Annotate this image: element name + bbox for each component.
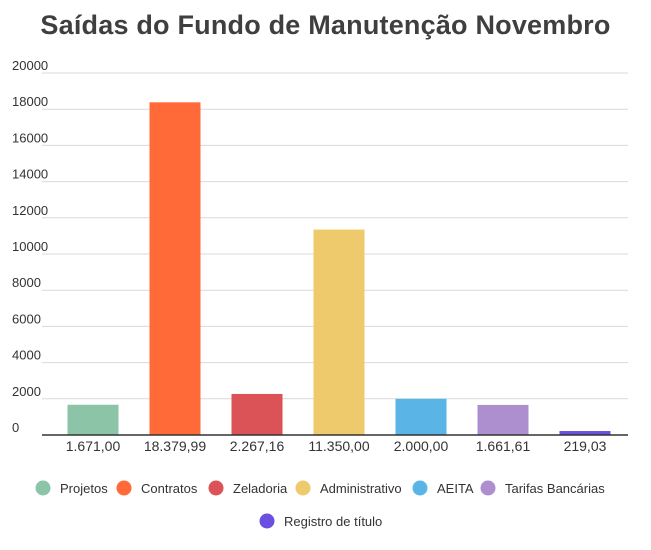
bar-administrativo — [313, 229, 365, 435]
bar-zeladoria — [231, 393, 283, 435]
bar-value-label: 11.350,00 — [308, 438, 369, 454]
bar-aeita — [395, 398, 447, 435]
bar-projetos — [67, 404, 119, 435]
legend-label: Administrativo — [320, 481, 402, 496]
y-tick-label: 2000 — [12, 384, 41, 399]
y-tick-label: 14000 — [12, 167, 48, 182]
legend-marker — [116, 480, 132, 496]
legend-marker — [35, 480, 51, 496]
y-tick-label: 10000 — [12, 239, 48, 254]
bar-contratos — [149, 102, 201, 436]
y-tick-label: 4000 — [12, 348, 41, 363]
y-tick-label: 8000 — [12, 275, 41, 290]
legend-label: Tarifas Bancárias — [505, 481, 605, 496]
bar-value-label: 18.379,99 — [144, 438, 206, 454]
legend-marker — [208, 480, 224, 496]
bar-value-label: 1.671,00 — [66, 438, 121, 454]
legend-label: Contratos — [141, 481, 198, 496]
legend-label: Projetos — [60, 481, 108, 496]
legend-label: Zeladoria — [233, 481, 288, 496]
y-tick-label: 18000 — [12, 94, 48, 109]
legend-label: Registro de título — [284, 514, 382, 529]
bar-value-label: 2.000,00 — [394, 438, 449, 454]
y-tick-label: 0 — [12, 420, 19, 435]
bar-registro-de-t-tulo — [559, 431, 611, 435]
legend-marker — [295, 480, 311, 496]
y-tick-label: 12000 — [12, 203, 48, 218]
legend-marker — [259, 513, 275, 529]
y-tick-label: 20000 — [12, 58, 48, 73]
y-tick-label: 16000 — [12, 130, 48, 145]
y-tick-label: 6000 — [12, 311, 41, 326]
legend-label: AEITA — [437, 481, 474, 496]
bar-value-label: 1.661,61 — [476, 438, 531, 454]
bar-tarifas-banc-rias — [477, 404, 529, 435]
bar-value-label: 219,03 — [564, 438, 607, 454]
legend-marker — [480, 480, 496, 496]
bar-value-label: 2.267,16 — [230, 438, 285, 454]
legend-marker — [412, 480, 428, 496]
chart-title: Saídas do Fundo de Manutenção Novembro — [40, 10, 611, 40]
